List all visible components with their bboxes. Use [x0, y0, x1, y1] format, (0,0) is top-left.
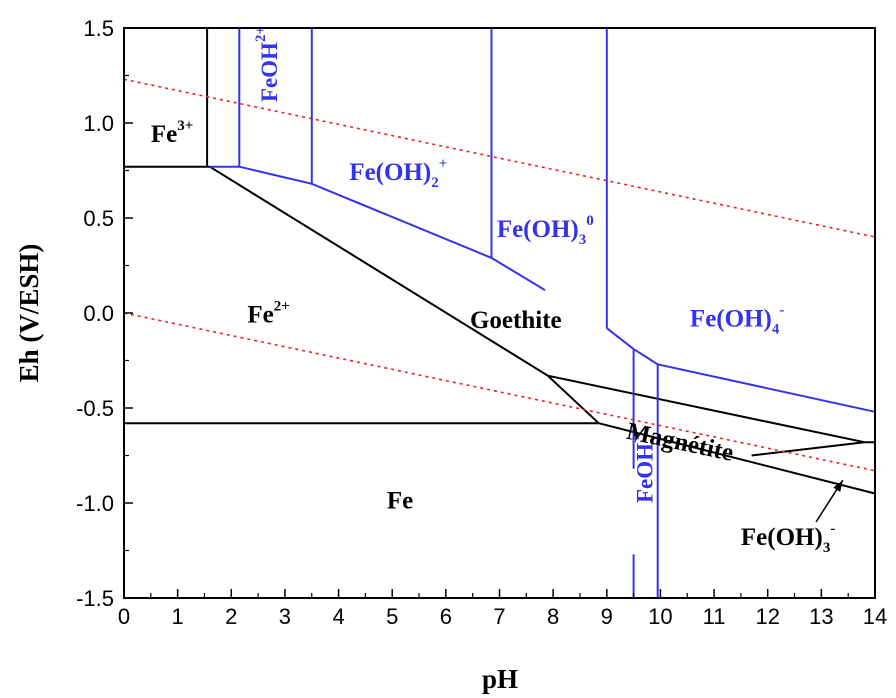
region-labels: Fe3+ FeOH2+ Fe(OH)2+ Fe(OH)30 Fe2+ Goethite Fe… — [151, 26, 844, 556]
label-feoh-plus: FeOH+ — [628, 434, 657, 503]
series-line-17 — [123, 312, 876, 472]
label-goethite: Goethite — [470, 307, 562, 334]
x-tick-label: 8 — [547, 604, 559, 629]
y-tick-label: 0.0 — [83, 301, 114, 326]
x-tick-label: 4 — [332, 604, 344, 629]
label-feoh3-0: Fe(OH)30 — [497, 213, 594, 248]
label-feoh3-minus: Fe(OH)3- — [741, 521, 835, 556]
x-tick-label: 5 — [386, 604, 398, 629]
x-tick-label: 9 — [601, 604, 613, 629]
y-tick-label: -0.5 — [76, 396, 114, 421]
x-tick-label: 11 — [703, 604, 726, 629]
y-tick-label: -1.0 — [76, 491, 114, 516]
x-tick-label: 7 — [493, 604, 505, 629]
label-feoh4-minus: Fe(OH)4- — [690, 302, 784, 337]
label-fe: Fe — [387, 488, 413, 515]
y-tick-label: 1.0 — [83, 111, 114, 136]
series-line-12 — [606, 327, 876, 413]
x-tick-label: 1 — [172, 604, 184, 629]
x-tick-label: 0 — [118, 604, 130, 629]
x-tick-label: 10 — [648, 604, 672, 629]
series-line-6 — [751, 441, 875, 457]
x-tick-label: 13 — [809, 604, 833, 629]
x-tick-label: 12 — [755, 604, 779, 629]
label-feoh2: FeOH2+ — [253, 26, 282, 102]
label-fe2: Fe2+ — [247, 299, 289, 329]
x-tick-label: 6 — [440, 604, 452, 629]
label-fe3: Fe3+ — [151, 118, 193, 148]
chart-lines — [123, 28, 876, 598]
y-tick-label: 0.5 — [83, 206, 114, 231]
label-feoh2-plus: Fe(OH)2+ — [349, 156, 447, 191]
y-tick-label: 1.5 — [83, 16, 114, 41]
pointer-arrow-head — [833, 480, 843, 492]
x-tick-label: 3 — [279, 604, 291, 629]
y-tick-label: -1.5 — [76, 586, 114, 611]
series-line-4 — [547, 374, 865, 444]
y-axis-title: Eh (V/ESH) — [14, 244, 44, 383]
x-tick-label: 2 — [225, 604, 237, 629]
series-line-16 — [123, 78, 876, 238]
series-line-2 — [209, 165, 600, 424]
x-tick-label: 14 — [863, 604, 887, 629]
x-axis-title: pH — [482, 664, 518, 694]
series-line-5 — [598, 422, 876, 495]
axis-ticks: 0 1 2 3 4 5 6 7 8 9 10 11 12 13 14-1.5-1.0-0.50.00.51.… — [76, 16, 887, 629]
